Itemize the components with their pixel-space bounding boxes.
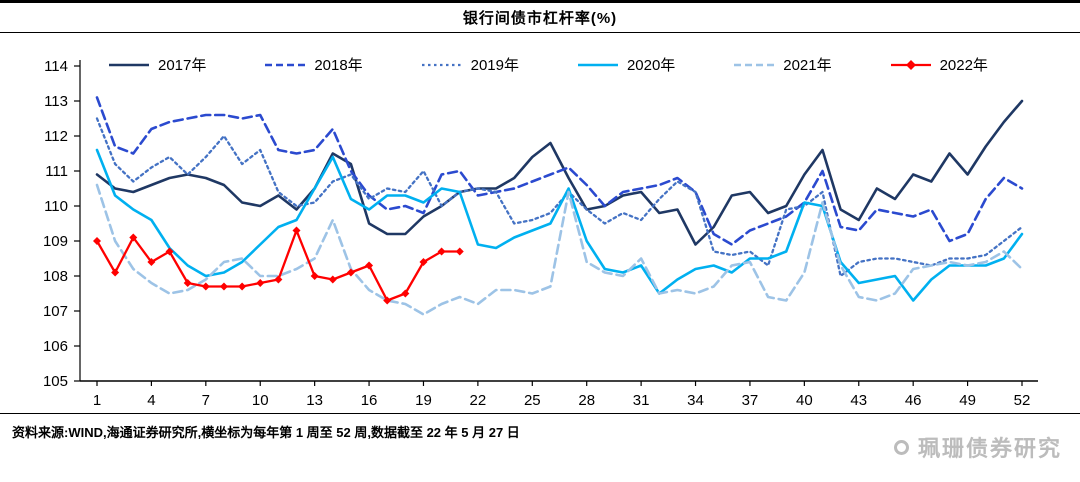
- diamond-marker: [111, 268, 120, 277]
- diamond-marker: [274, 275, 283, 284]
- chart-footer: 资料来源:WIND,海通证券研究所,横坐标为每年第 1 周至 52 周,数据截至…: [0, 413, 1080, 477]
- y-tick-label: 112: [44, 128, 68, 145]
- legend-item-2021: 2021年: [733, 54, 832, 75]
- legend-diamond-marker: [905, 59, 916, 70]
- x-tick-label: 13: [306, 392, 323, 409]
- watermark-logo-icon: [893, 439, 909, 455]
- diamond-marker: [147, 258, 156, 266]
- diamond-marker: [292, 226, 301, 235]
- diamond-marker: [93, 237, 101, 245]
- legend-label-2021: 2021年: [783, 57, 832, 74]
- x-tick-label: 31: [633, 392, 650, 409]
- y-tick-label: 105: [43, 373, 68, 390]
- x-tick-label: 52: [1014, 392, 1031, 409]
- diamond-marker: [165, 247, 174, 256]
- page-title: 银行间债市杠杆率(%): [462, 10, 618, 27]
- x-tick-label: 1: [93, 392, 101, 409]
- source-note: 资料来源:WIND,海通证券研究所,横坐标为每年第 1 周至 52 周,数据截至…: [12, 425, 520, 440]
- legend-label-2018: 2018年: [314, 57, 363, 74]
- diamond-marker: [256, 279, 265, 287]
- x-tick-label: 49: [959, 392, 976, 409]
- x-tick-label: 16: [361, 392, 378, 409]
- diamond-marker: [365, 261, 374, 270]
- chart-legend: 2017年 2018年 2019年 2020年 2021年 2022年: [108, 54, 988, 75]
- x-tick-label: 37: [742, 392, 759, 409]
- y-tick-label: 114: [44, 58, 68, 75]
- diamond-marker: [183, 279, 192, 287]
- diamond-marker: [310, 272, 319, 280]
- legend-line-sample-2017: [109, 63, 149, 66]
- series-line-2021: [95, 183, 1024, 316]
- x-tick-label: 19: [415, 392, 432, 409]
- diamond-marker: [238, 282, 247, 291]
- x-tick-label: 28: [578, 392, 595, 409]
- x-tick-label: 34: [687, 392, 704, 409]
- legend-label-2017: 2017年: [158, 57, 207, 74]
- x-tick-label: 25: [524, 392, 541, 409]
- legend-label-2019: 2019年: [470, 57, 519, 74]
- y-tick-label: 108: [43, 268, 68, 285]
- chart-area: 2017年 2018年 2019年 2020年 2021年 2022年 105 106 107…: [0, 33, 1080, 413]
- x-tick-label: 46: [905, 392, 922, 409]
- diamond-marker: [383, 296, 392, 305]
- diamond-marker: [219, 282, 228, 291]
- watermark: 珮珊债券研究: [893, 431, 1062, 463]
- x-tick-label: 7: [202, 392, 210, 409]
- series-line-2020: [95, 148, 1024, 302]
- x-tick-label: 10: [252, 392, 269, 409]
- y-tick-label: 110: [44, 198, 68, 215]
- y-tick-label: 109: [43, 233, 68, 250]
- y-tick-label: 111: [45, 163, 68, 180]
- legend-line-sample-2022: [890, 59, 931, 70]
- diamond-marker: [419, 258, 428, 266]
- legend-line-sample-2021: [734, 63, 775, 66]
- x-tick-label: 22: [470, 392, 487, 409]
- series-line-2017: [95, 99, 1024, 246]
- series-line-2019: [95, 117, 1024, 278]
- legend-item-2022: 2022年: [890, 54, 988, 75]
- diamond-marker: [129, 233, 138, 242]
- leverage-line-chart: 105 106 107 108 109 110 111 112 113 114 1 4 7 10 13 16 1…: [43, 58, 1038, 409]
- chart-header: 银行间债市杠杆率(%): [0, 0, 1080, 33]
- legend-item-2020: 2020年: [577, 54, 675, 75]
- legend-item-2017: 2017年: [108, 54, 206, 75]
- diamond-marker: [401, 289, 410, 298]
- x-tick-label: 4: [147, 392, 155, 409]
- legend-line-sample-2018: [265, 63, 306, 66]
- diamond-marker: [437, 247, 446, 256]
- watermark-text: 珮珊债券研究: [917, 436, 1062, 461]
- diamond-marker: [455, 247, 464, 256]
- diamond-marker: [346, 268, 355, 277]
- diamond-marker: [201, 282, 210, 291]
- series-line-2018: [95, 96, 1024, 246]
- diamond-marker: [328, 275, 337, 284]
- y-tick-label: 106: [43, 338, 68, 355]
- x-tick-label: 40: [796, 392, 813, 409]
- x-tick-label: 43: [850, 392, 867, 409]
- legend-item-2019: 2019年: [421, 54, 519, 75]
- y-tick-label: 113: [44, 93, 68, 110]
- legend-line-sample-2020: [577, 63, 618, 66]
- legend-item-2018: 2018年: [264, 54, 363, 75]
- legend-line-sample-2019: [421, 63, 462, 66]
- y-tick-label: 107: [43, 303, 68, 320]
- legend-label-2022: 2022年: [939, 57, 988, 74]
- legend-label-2020: 2020年: [626, 57, 676, 74]
